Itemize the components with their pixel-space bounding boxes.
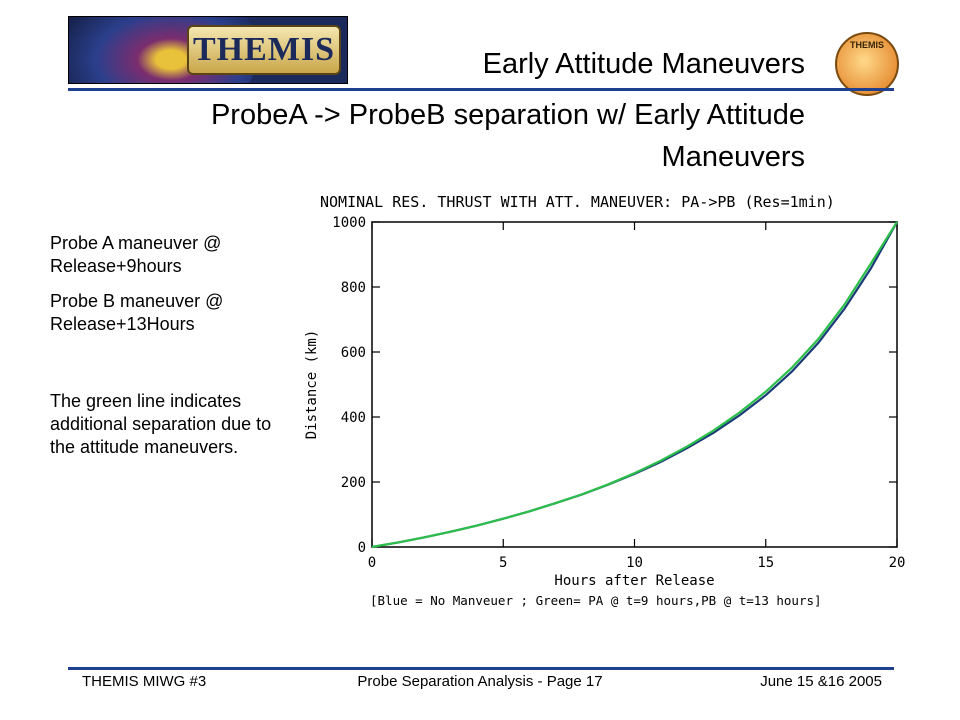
- footer-rule: [68, 667, 894, 670]
- y-tick-label: 1000: [332, 215, 366, 231]
- legend-caption: [Blue = No Manveuer ; Green= PA @ t=9 ho…: [370, 593, 822, 608]
- y-tick-label: 800: [341, 280, 366, 296]
- probe-a-note: Probe A maneuver @ Release+9hours: [50, 233, 222, 276]
- y-tick-label: 0: [358, 540, 366, 556]
- y-tick-label: 200: [341, 475, 366, 491]
- logo-wordmark: THEMIS: [187, 25, 341, 75]
- blue-series-line: [371, 221, 898, 549]
- x-tick-label: 20: [889, 555, 906, 571]
- chart-svg: NOMINAL RES. THRUST WITH ATT. MANEUVER: …: [304, 193, 906, 608]
- explanation-note: The green line indicates additional sepa…: [50, 391, 272, 457]
- slide-subtitle: ProbeA -> ProbeB separation w/ Early Att…: [210, 99, 805, 173]
- footer-right: June 15 &16 2005: [760, 673, 882, 690]
- x-axis-label: Hours after Release: [554, 573, 714, 589]
- green-series-line: [371, 221, 898, 549]
- x-tick-label: 10: [626, 555, 643, 571]
- header-rule: [68, 88, 894, 91]
- plot-frame: [371, 221, 898, 548]
- y-tick-label: 600: [341, 345, 366, 361]
- notes-panel: Probe A maneuver @ Release+9hours Probe …: [50, 232, 290, 471]
- separation-chart: NOMINAL RES. THRUST WITH ATT. MANEUVER: …: [292, 182, 960, 619]
- themis-seal-logo: THEMIS: [835, 32, 899, 96]
- probe-b-note: Probe B maneuver @ Release+13Hours: [50, 291, 224, 334]
- chart-title: NOMINAL RES. THRUST WITH ATT. MANEUVER: …: [320, 193, 835, 211]
- x-tick-label: 15: [757, 555, 774, 571]
- x-tick-label: 0: [368, 555, 376, 571]
- x-tick-label: 5: [499, 555, 507, 571]
- y-tick-label: 400: [341, 410, 366, 426]
- y-axis-label: Distance (km): [304, 330, 320, 440]
- slide-title: Early Attitude Maneuvers: [482, 48, 805, 80]
- seal-text: THEMIS: [849, 40, 884, 50]
- themis-logo: THEMIS: [68, 16, 348, 84]
- footer-center: Probe Separation Analysis - Page 17: [357, 673, 603, 690]
- footer-left: THEMIS MIWG #3: [82, 673, 207, 690]
